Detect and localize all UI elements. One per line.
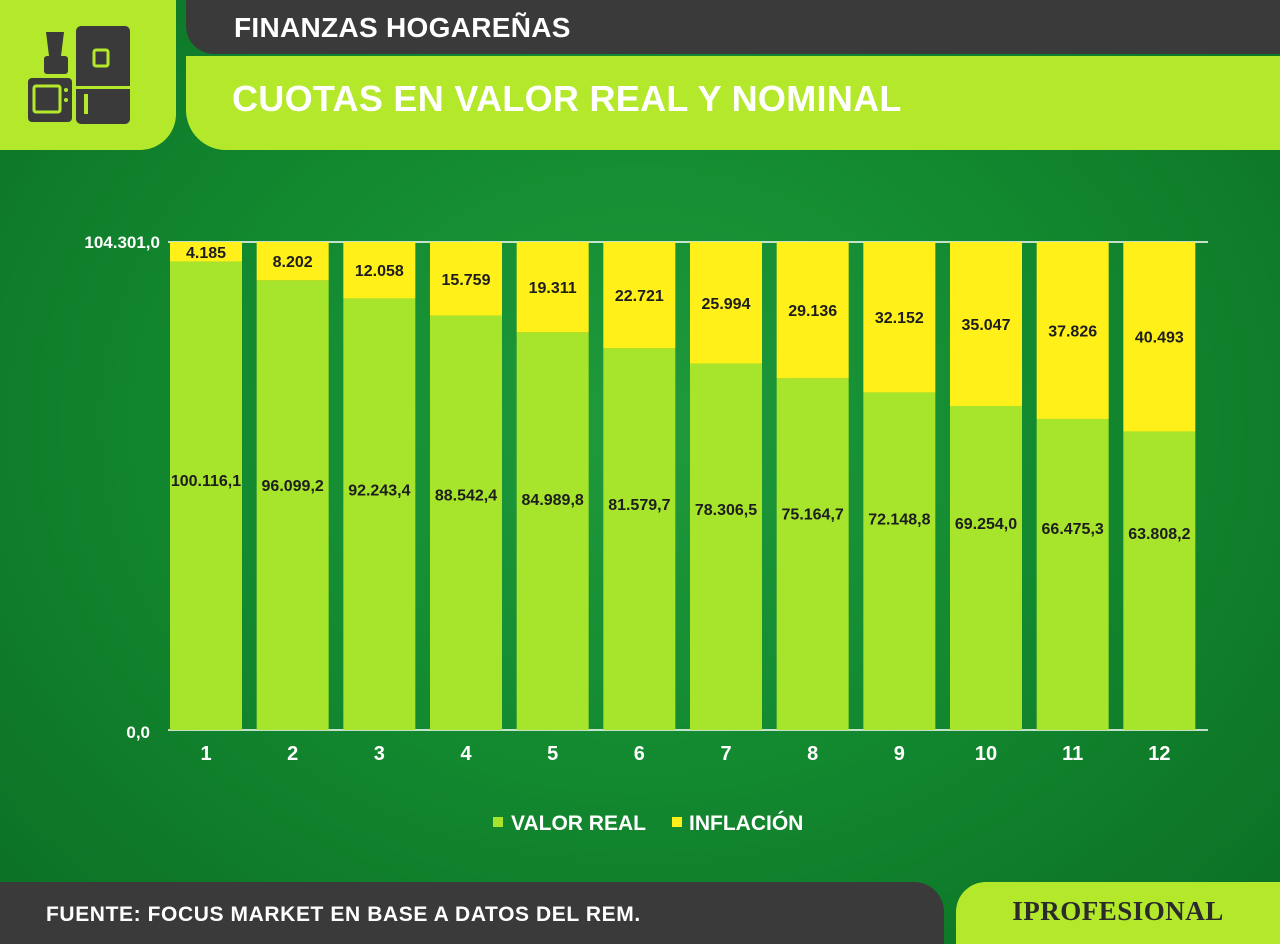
label-inflacion-7: 25.994: [702, 296, 751, 313]
header-icon-panel: [0, 0, 176, 150]
label-valor-real-12: 63.808,2: [1128, 526, 1190, 543]
bar-valor-real-1: [170, 261, 242, 730]
bar-inflacion-2: [256, 241, 329, 281]
label-valor-real-3: 92.243,4: [348, 483, 410, 500]
bar-valor-real-2: [256, 280, 329, 730]
footer-bar: [0, 882, 944, 944]
label-valor-real-8: 75.164,7: [782, 507, 844, 524]
label-inflacion-8: 29.136: [788, 303, 837, 320]
label-inflacion-9: 32.152: [875, 310, 924, 327]
x-tick-label-3: 3: [374, 743, 385, 765]
label-valor-real-6: 81.579,7: [608, 497, 670, 514]
bar-inflacion-1: [170, 241, 242, 262]
bar-inflacion-9: [863, 242, 936, 393]
x-tick-label-5: 5: [547, 743, 558, 765]
bar-valor-real-6: [603, 348, 676, 730]
bar-inflacion-6: [603, 242, 676, 349]
label-inflacion-4: 15.759: [442, 272, 491, 289]
bar-inflacion-10: [950, 242, 1022, 406]
bar-inflacion-7: [690, 242, 762, 364]
bar-valor-real-10: [950, 405, 1022, 730]
bar-valor-real-12: [1123, 431, 1196, 730]
label-inflacion-1: 4.185: [186, 245, 226, 262]
legend-label-valor-real: VALOR REAL: [511, 812, 646, 835]
label-inflacion-6: 22.721: [615, 288, 664, 305]
x-tick-label-6: 6: [634, 743, 645, 765]
x-tick-labels: 1 2 3 4 5 6 7 8 9 10 11 12: [200, 743, 1170, 765]
x-tick-label-9: 9: [894, 743, 905, 765]
bar-valor-real-7: [690, 363, 762, 730]
label-valor-real-7: 78.306,5: [695, 502, 757, 519]
label-valor-real-5: 84.989,8: [522, 492, 584, 509]
y-tick-label-bottom: 0,0: [126, 723, 150, 742]
x-tick-label-11: 11: [1062, 743, 1083, 765]
bar-inflacion-12: [1123, 241, 1196, 432]
x-tick-label-10: 10: [975, 743, 997, 765]
label-inflacion-10: 35.047: [962, 317, 1011, 334]
label-inflacion-3: 12.058: [355, 263, 404, 280]
x-tick-label-7: 7: [720, 743, 731, 765]
x-tick-label-1: 1: [200, 743, 211, 765]
brand-box: IPROFESIONAL: [956, 882, 1280, 944]
legend-label-inflacion: INFLACIÓN: [689, 811, 803, 835]
header-section-band: [186, 0, 1280, 54]
bar-valor-real-9: [863, 392, 936, 730]
label-inflacion-2: 8.202: [273, 254, 313, 271]
bars: [170, 241, 1196, 730]
stacked-bar-chart: 4.185 100.116,1 8.202 96.099,2 12.058 92.243,…: [84, 233, 1208, 835]
bar-valor-real-3: [343, 298, 416, 730]
source-note: FUENTE: FOCUS MARKET EN BASE A DATOS DEL…: [46, 903, 641, 926]
label-inflacion-5: 19.311: [529, 280, 577, 297]
x-tick-label-8: 8: [807, 743, 818, 765]
bar-inflacion-4: [430, 241, 502, 316]
label-valor-real-2: 96.099,2: [262, 478, 324, 495]
x-tick-label-4: 4: [460, 743, 472, 765]
bar-valor-real-8: [776, 378, 849, 730]
section-label: FINANZAS HOGAREÑAS: [234, 12, 571, 43]
label-valor-real-10: 69.254,0: [955, 516, 1017, 533]
bar-valor-real-11: [1036, 418, 1109, 730]
grid-lines: [168, 241, 1208, 731]
x-tick-label-2: 2: [287, 743, 298, 765]
legend-swatch-valor-real: [493, 817, 503, 827]
legend-swatch-inflacion: [672, 817, 682, 827]
bar-inflacion-11: [1036, 241, 1109, 419]
label-valor-real-1: 100.116,1: [171, 473, 241, 490]
chart-title: CUOTAS EN VALOR REAL Y NOMINAL: [232, 78, 902, 119]
brand-logo: IPROFESIONAL: [1012, 896, 1224, 926]
appliances-icon: [28, 26, 130, 124]
label-valor-real-9: 72.148,8: [868, 511, 930, 528]
bar-inflacion-5: [516, 242, 589, 333]
x-tick-label-12: 12: [1148, 743, 1170, 765]
bar-valor-real-4: [430, 315, 502, 730]
data-labels: 4.185 100.116,1 8.202 96.099,2 12.058 92.243,…: [171, 245, 1191, 543]
bar-inflacion-8: [776, 242, 849, 379]
bar-inflacion-3: [343, 241, 416, 299]
label-inflacion-11: 37.826: [1048, 323, 1097, 340]
legend: VALOR REAL INFLACIÓN: [493, 811, 803, 835]
y-tick-label-top: 104.301,0: [84, 233, 160, 252]
bar-valor-real-5: [516, 332, 589, 730]
label-valor-real-4: 88.542,4: [435, 487, 497, 504]
header-title-band: [186, 56, 1280, 150]
label-valor-real-11: 66.475,3: [1042, 521, 1104, 538]
label-inflacion-12: 40.493: [1135, 330, 1184, 347]
